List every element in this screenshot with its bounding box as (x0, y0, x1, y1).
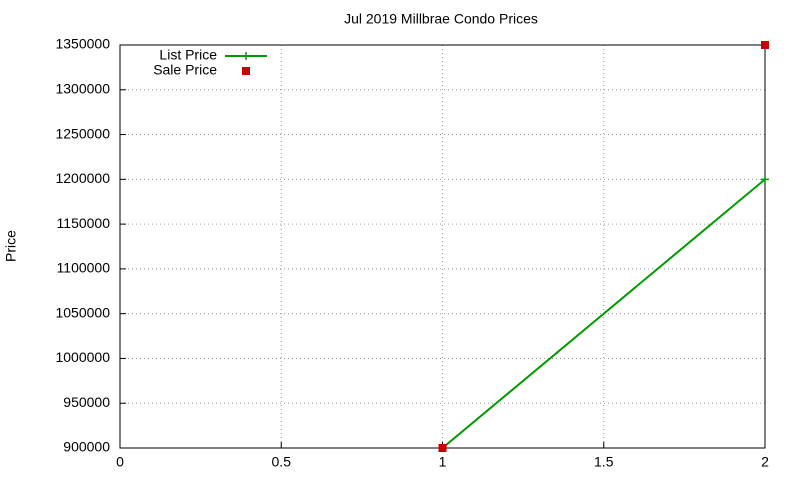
y-tick-label: 1100000 (57, 260, 111, 276)
y-tick-label: 900000 (63, 439, 110, 455)
x-tick-label: 0 (116, 454, 124, 470)
y-tick-label: 1350000 (55, 36, 110, 52)
y-tick-label: 1000000 (55, 349, 110, 365)
series-line (441, 178, 766, 449)
x-tick-label: 0.5 (272, 454, 292, 470)
y-tick-label: 1200000 (55, 170, 110, 186)
legend-marker (242, 67, 250, 75)
data-point (761, 41, 769, 49)
y-tick-label: 950000 (63, 394, 110, 410)
x-tick-label: 1 (439, 454, 447, 470)
y-tick-label: 1250000 (55, 125, 110, 141)
y-axis-label: Price (3, 230, 19, 262)
data-point (438, 444, 447, 452)
chart-title: Jul 2019 Millbrae Condo Prices (344, 11, 538, 27)
legend-label: Sale Price (153, 62, 217, 78)
legend-marker (242, 52, 250, 60)
y-tick-label: 1300000 (55, 80, 110, 96)
data-point (761, 175, 769, 184)
y-tick-label: 1150000 (57, 215, 111, 231)
x-tick-label: 1.5 (594, 454, 614, 470)
x-tick-label: 2 (761, 454, 769, 470)
legend-label: List Price (159, 47, 217, 63)
y-tick-label: 1050000 (55, 304, 110, 320)
